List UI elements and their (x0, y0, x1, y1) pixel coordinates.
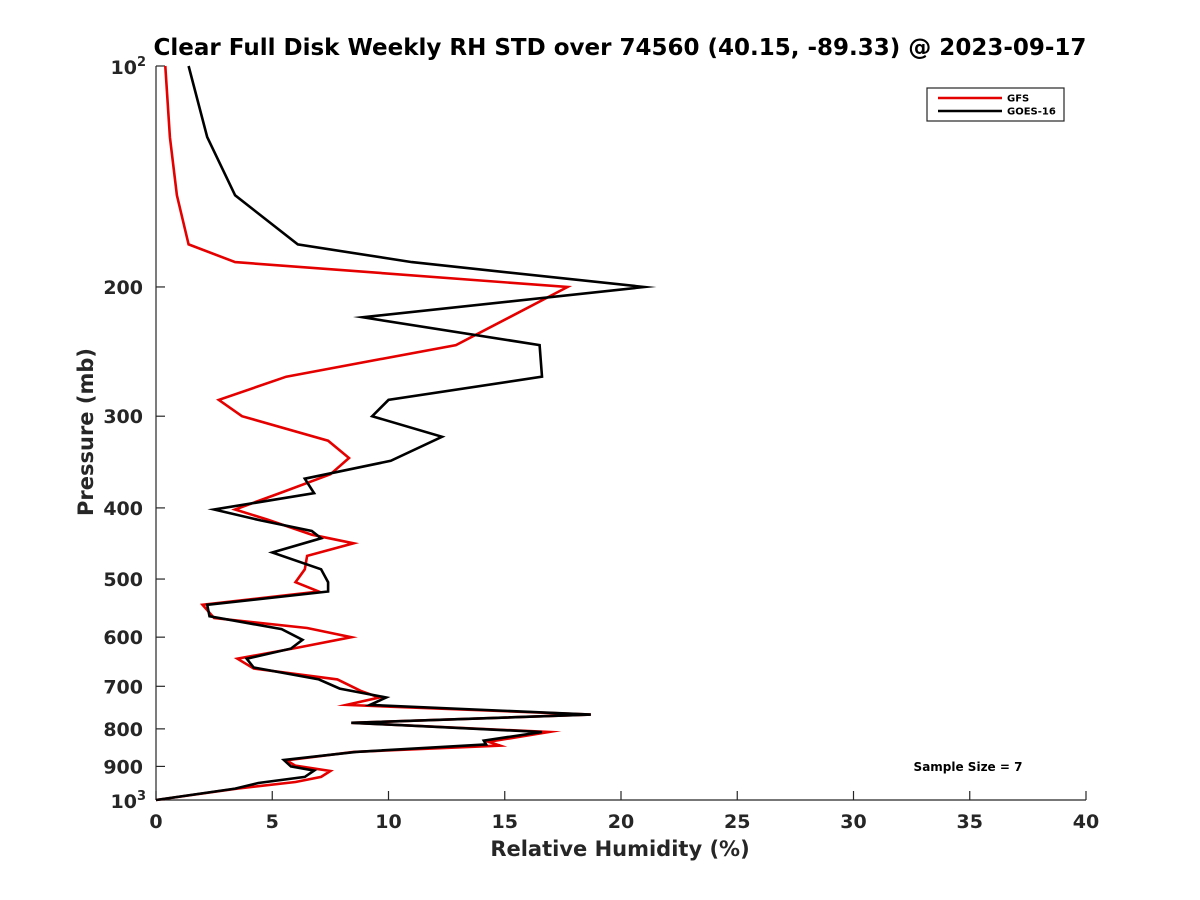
y-axis-label: Pressure (mb) (74, 348, 98, 516)
plot-area: 0 5 10 15 20 25 30 35 40 102 200 300 400 500 600 700 800… (103, 55, 1099, 833)
series-line-gfs (155, 65, 591, 802)
sample-size-annotation: Sample Size = 7 (914, 760, 1023, 774)
x-tick-label: 25 (724, 811, 750, 833)
x-tick-label: 35 (957, 811, 983, 833)
x-tick-label: 5 (266, 811, 279, 833)
x-tick-label: 0 (149, 811, 162, 833)
y-tick-label: 500 (103, 569, 143, 591)
y-tick-label: 102 (111, 55, 147, 79)
legend: GFS GOES-16 (926, 87, 1065, 122)
y-tick-label: 400 (103, 498, 143, 520)
x-tick-label: 10 (375, 811, 401, 833)
x-axis-label: Relative Humidity (%) (490, 837, 749, 861)
y-tick-label: 600 (103, 627, 143, 649)
legend-entry-label: GOES-16 (1007, 107, 1056, 118)
x-tick-label: 15 (492, 811, 518, 833)
y-tick-label: 800 (103, 719, 143, 741)
y-tick-label: 900 (103, 756, 143, 778)
y-tick-label: 200 (103, 277, 143, 299)
y-tick-label: 300 (103, 406, 143, 428)
chart-title: Clear Full Disk Weekly RH STD over 74560… (154, 35, 1087, 61)
x-tick-label: 40 (1073, 811, 1099, 833)
x-tick-label: 20 (608, 811, 634, 833)
legend-entry-label: GFS (1007, 94, 1029, 105)
y-tick-label: 700 (103, 676, 143, 698)
y-tick-label: 103 (111, 789, 147, 813)
x-tick-label: 30 (840, 811, 866, 833)
series-line-goes-16 (155, 65, 657, 802)
legend-box (926, 87, 1065, 122)
